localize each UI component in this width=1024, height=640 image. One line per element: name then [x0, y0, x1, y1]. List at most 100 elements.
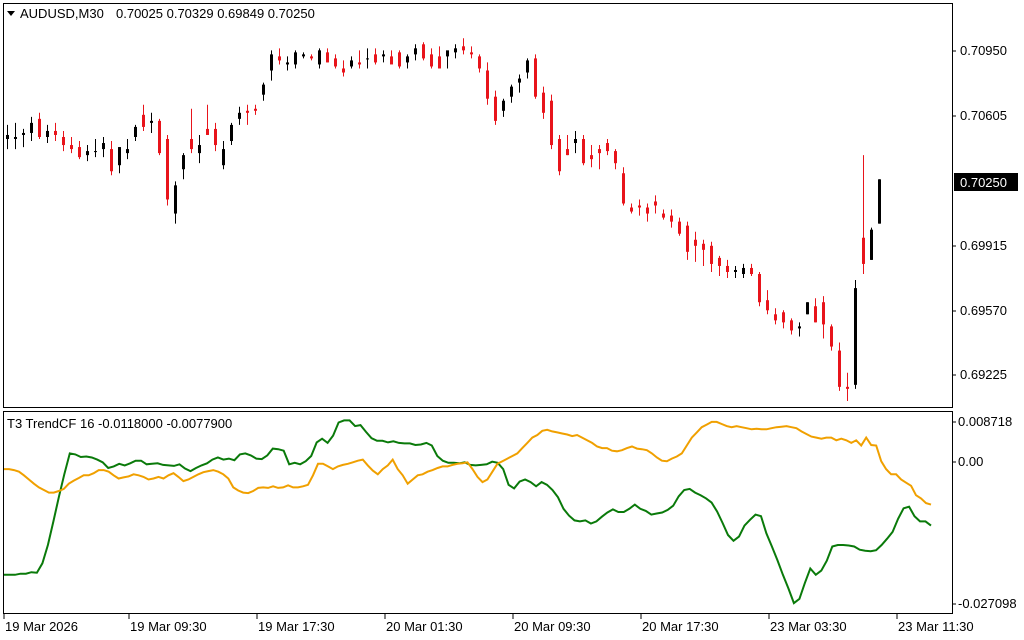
- candle-body: [30, 122, 33, 133]
- price-tick-label: 0.70605: [960, 108, 1007, 123]
- time-tick-label: 20 Mar 09:30: [514, 619, 591, 634]
- candle-body: [94, 151, 97, 153]
- candle-body: [294, 52, 297, 65]
- candle-body: [854, 288, 857, 385]
- candle-body: [78, 147, 81, 158]
- candle-body: [318, 50, 321, 65]
- candle-body: [582, 139, 585, 164]
- candle-body: [494, 96, 497, 121]
- candle-body: [846, 386, 849, 389]
- candle-body: [174, 185, 177, 214]
- ohlc-label: 0.70025 0.70329 0.69849 0.70250: [116, 6, 315, 21]
- candle-body: [326, 52, 329, 63]
- indicator-axis: 0.008718 0.00 -0.027098: [952, 414, 1017, 611]
- candle-body: [870, 229, 873, 260]
- candle-body: [822, 302, 825, 325]
- candle-body: [790, 320, 793, 331]
- candle-body: [342, 68, 345, 73]
- candle-body: [150, 120, 153, 123]
- candle-body: [254, 108, 257, 111]
- candle-body: [534, 58, 537, 97]
- candle-body: [750, 267, 753, 275]
- candle-body: [598, 149, 601, 154]
- time-tick-label: 20 Mar 01:30: [386, 619, 463, 634]
- candle-body: [206, 128, 209, 135]
- candle-body: [54, 130, 57, 135]
- indicator-tick-label: -0.027098: [958, 596, 1017, 611]
- time-axis: 19 Mar 2026 19 Mar 09:30 19 Mar 17:30 20…: [3, 614, 974, 634]
- candle-body: [806, 302, 809, 315]
- price-axis: 0.70950 0.70605 0.69915 0.69570 0.69225: [952, 43, 1007, 382]
- price-tick-label: 0.69225: [960, 367, 1007, 382]
- candle-body: [366, 58, 369, 60]
- candle-body: [438, 56, 441, 69]
- candle-body: [246, 110, 249, 113]
- candle-body: [606, 143, 609, 152]
- candle-body: [470, 52, 473, 55]
- candle-body: [190, 139, 193, 150]
- candle-body: [766, 300, 769, 311]
- candle-body: [398, 52, 401, 67]
- candle-body: [334, 58, 337, 67]
- candle-body: [630, 207, 633, 212]
- candle-body: [502, 100, 505, 111]
- candle-body: [742, 267, 745, 275]
- candle-body: [510, 86, 513, 97]
- candle-body: [702, 243, 705, 250]
- candle-body: [46, 130, 49, 137]
- price-tick-label: 0.69915: [960, 238, 1007, 253]
- candle-body: [758, 274, 761, 303]
- candle-body: [222, 149, 225, 166]
- candle-body: [646, 207, 649, 214]
- candle-body: [70, 145, 73, 150]
- time-tick-label: 23 Mar 11:30: [898, 619, 974, 634]
- candle-body: [270, 54, 273, 71]
- time-tick-label: 19 Mar 17:30: [258, 619, 335, 634]
- candle-body: [110, 149, 113, 172]
- candle-body: [142, 114, 145, 127]
- candle-body: [302, 54, 305, 57]
- candle-body: [118, 147, 121, 166]
- candle-body: [678, 221, 681, 234]
- candle-body: [86, 151, 89, 156]
- candle-body: [286, 62, 289, 65]
- candle-body: [726, 265, 729, 272]
- candle-body: [862, 237, 865, 264]
- current-price-tag: [954, 173, 1018, 191]
- dropdown-triangle-icon[interactable]: [7, 11, 15, 16]
- indicator-line-orange: [4, 420, 932, 506]
- candle-body: [350, 60, 353, 67]
- candle-body: [126, 149, 129, 154]
- candle-body: [454, 48, 457, 53]
- candles-group: [6, 38, 881, 401]
- candle-body: [662, 213, 665, 218]
- candle-body: [102, 143, 105, 150]
- candle-body: [358, 62, 361, 65]
- candle-body: [830, 326, 833, 347]
- indicator-panel-frame[interactable]: [3, 411, 953, 614]
- candle-body: [22, 132, 25, 135]
- time-tick-label: 23 Mar 03:30: [770, 619, 847, 634]
- indicator-tick-label: 0.00: [958, 454, 983, 469]
- candle-body: [62, 136, 65, 146]
- candle-body: [486, 70, 489, 99]
- time-tick-label: 19 Mar 2026: [5, 619, 78, 634]
- candle-body: [734, 269, 737, 272]
- current-price-label: 0.70250: [960, 175, 1007, 190]
- candle-body: [214, 128, 217, 146]
- candle-body: [518, 78, 521, 83]
- candle-body: [558, 139, 561, 172]
- candle-body: [542, 92, 545, 113]
- candle-body: [414, 48, 417, 55]
- price-tick-label: 0.70950: [960, 43, 1007, 58]
- candle-body: [878, 179, 881, 224]
- candle-body: [310, 56, 313, 59]
- candle-body: [390, 56, 393, 65]
- candle-body: [686, 225, 689, 252]
- candle-body: [14, 136, 17, 140]
- candle-body: [654, 201, 657, 206]
- candle-body: [462, 46, 465, 51]
- candle-body: [182, 155, 185, 170]
- price-panel-frame[interactable]: [3, 3, 953, 408]
